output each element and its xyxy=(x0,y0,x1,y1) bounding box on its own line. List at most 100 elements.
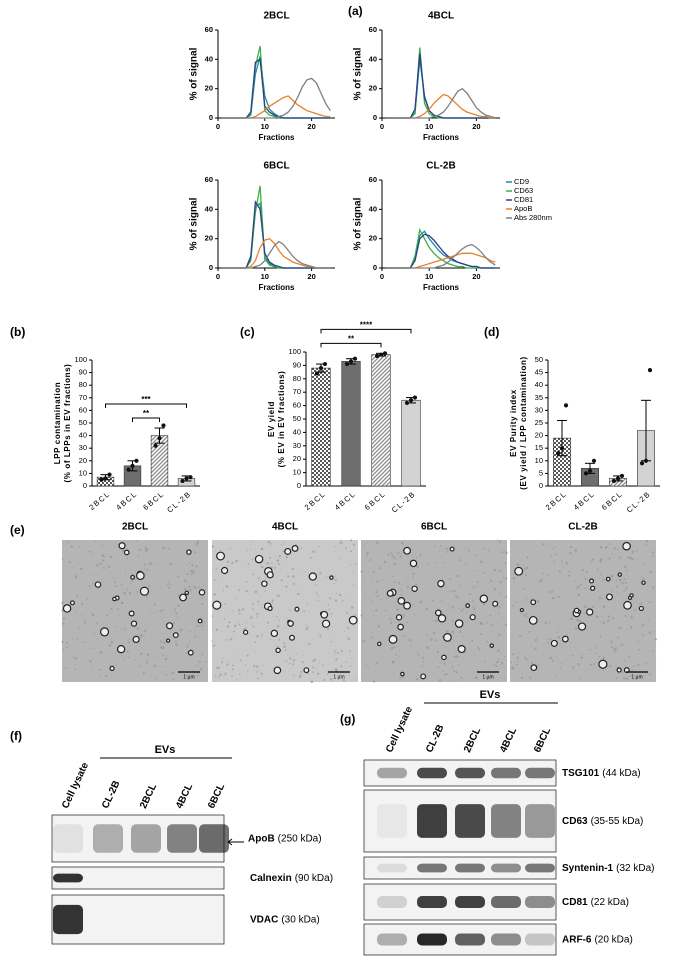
em-speck xyxy=(574,549,578,552)
em-speck xyxy=(475,554,477,556)
em-speck xyxy=(292,663,295,666)
em-speck xyxy=(651,586,654,589)
em-speck xyxy=(618,555,620,558)
panel-label: (d) xyxy=(484,325,499,339)
em-speck xyxy=(223,618,226,621)
em-speck xyxy=(196,665,198,667)
em-speck xyxy=(231,664,234,667)
em-speck xyxy=(282,550,285,553)
em-vesicle xyxy=(220,566,229,575)
em-speck xyxy=(426,619,428,621)
significance-label: **** xyxy=(360,320,373,329)
em-speck xyxy=(338,559,341,561)
data-point xyxy=(314,371,320,376)
em-speck xyxy=(618,578,621,581)
em-speck xyxy=(215,666,219,670)
em-speck xyxy=(432,631,436,635)
blot-band xyxy=(377,863,407,873)
em-speck xyxy=(198,660,201,663)
em-speck xyxy=(599,545,603,549)
em-speck xyxy=(498,633,501,637)
em-speck xyxy=(308,642,311,646)
em-vesicle xyxy=(136,571,145,581)
em-speck xyxy=(511,666,514,669)
em-speck xyxy=(640,602,643,605)
em-speck xyxy=(434,639,437,642)
em-speck xyxy=(313,658,317,661)
em-speck xyxy=(340,649,343,653)
scale-bar-label: 1 µm xyxy=(482,674,493,680)
em-speck xyxy=(245,589,248,593)
em-speck xyxy=(353,571,355,573)
em-vesicle xyxy=(589,578,595,584)
em-vesicle xyxy=(457,644,466,654)
em-speck xyxy=(195,542,199,545)
em-vesicle xyxy=(623,600,632,610)
em-speck xyxy=(174,608,176,611)
em-vesicle xyxy=(586,608,594,616)
em-speck xyxy=(285,660,288,663)
x-tick-label: 20 xyxy=(472,122,480,131)
em-speck xyxy=(269,556,272,559)
em-speck xyxy=(624,614,627,618)
em-speck xyxy=(318,545,320,547)
data-point xyxy=(352,356,358,361)
em-speck xyxy=(283,645,286,648)
blot-band xyxy=(491,863,521,873)
em-speck xyxy=(352,624,354,626)
em-speck xyxy=(75,663,77,666)
em-speck xyxy=(237,609,241,612)
em-speck xyxy=(225,671,227,674)
em-speck xyxy=(88,585,91,588)
em-speck xyxy=(605,635,607,637)
em-speck xyxy=(583,612,586,614)
em-speck xyxy=(75,611,77,613)
em-speck xyxy=(536,600,540,603)
em-speck xyxy=(237,621,239,623)
em-speck xyxy=(590,560,593,563)
em-speck xyxy=(119,568,121,570)
em-speck xyxy=(194,551,197,554)
em-speck xyxy=(136,540,139,542)
em-speck xyxy=(547,638,549,640)
em-speck xyxy=(276,594,280,597)
em-vesicle xyxy=(289,634,295,641)
significance-label: *** xyxy=(141,395,151,404)
em-speck xyxy=(85,636,87,638)
em-speck xyxy=(121,583,123,586)
em-speck xyxy=(107,643,109,645)
em-speck xyxy=(109,664,111,667)
em-speck xyxy=(76,637,79,640)
em-speck xyxy=(559,666,562,669)
em-vesicle xyxy=(216,551,225,561)
em-speck xyxy=(426,562,429,565)
em-speck xyxy=(413,603,415,606)
em-speck xyxy=(542,572,545,575)
em-speck xyxy=(466,621,468,623)
em-speck xyxy=(560,663,562,665)
em-speck xyxy=(407,545,409,547)
em-speck xyxy=(79,567,83,571)
blot-band xyxy=(377,767,407,779)
em-speck xyxy=(99,543,102,545)
em-speck xyxy=(287,617,289,619)
em-speck xyxy=(486,622,489,624)
em-speck xyxy=(438,679,442,682)
blot-band xyxy=(417,767,447,779)
blot-label: ApoB (250 kDa) xyxy=(248,833,322,844)
em-speck xyxy=(642,623,645,627)
em-speck xyxy=(400,593,403,596)
data-point xyxy=(103,476,108,481)
em-speck xyxy=(71,545,73,548)
em-speck xyxy=(99,562,103,565)
em-vesicle xyxy=(100,627,110,637)
em-speck xyxy=(122,552,124,554)
em-speck xyxy=(499,664,502,666)
em-vesicle xyxy=(638,605,644,612)
em-speck xyxy=(498,606,501,609)
em-speck xyxy=(643,563,646,566)
em-speck xyxy=(617,636,620,639)
em-speck xyxy=(602,656,605,660)
em-speck xyxy=(88,550,92,553)
em-speck xyxy=(595,615,599,618)
